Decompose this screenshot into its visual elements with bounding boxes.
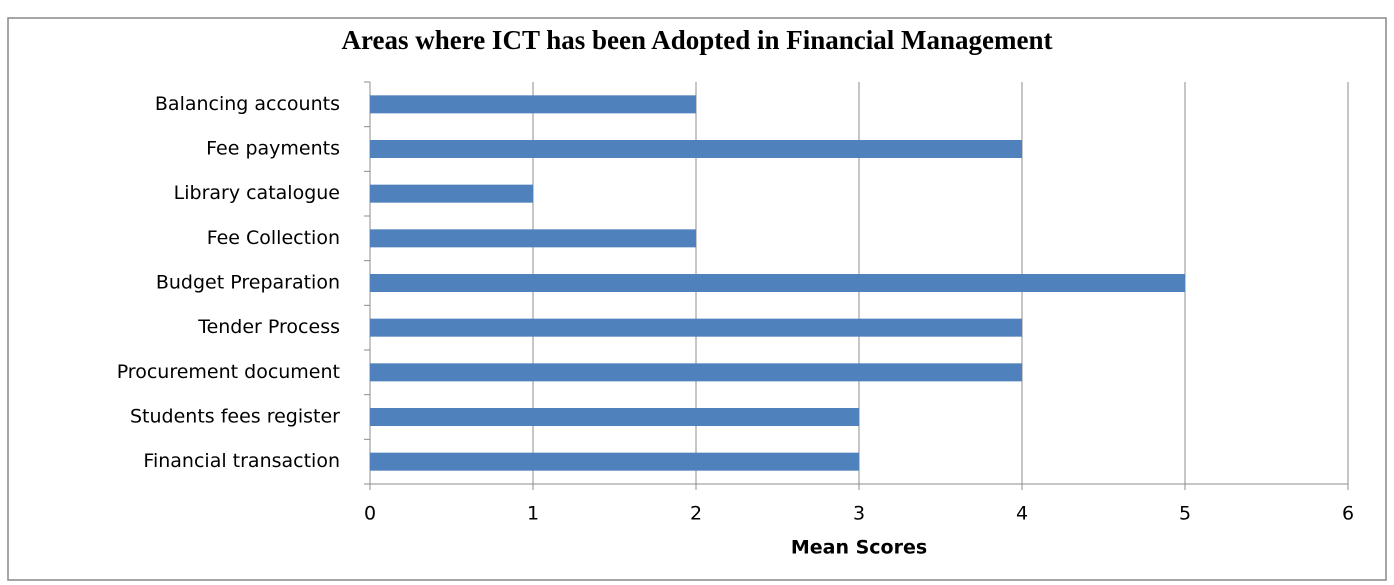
y-tick-label: Tender Process xyxy=(197,316,340,338)
bar xyxy=(370,95,696,114)
x-tick-label: 2 xyxy=(690,503,702,525)
x-tick-label: 4 xyxy=(1016,503,1028,525)
y-tick-label: Fee Collection xyxy=(207,227,340,249)
chart-border xyxy=(7,17,1387,581)
y-tick-label: Balancing accounts xyxy=(155,93,340,115)
bar xyxy=(370,318,1022,337)
y-tick-label: Library catalogue xyxy=(174,182,340,204)
y-tick-label: Budget Preparation xyxy=(156,272,340,294)
x-axis-label: Mean Scores xyxy=(791,537,927,559)
bar xyxy=(370,408,859,426)
bar xyxy=(370,363,1022,382)
y-tick-label: Students fees register xyxy=(130,406,340,428)
bar xyxy=(370,229,696,248)
x-tick-label: 3 xyxy=(853,503,865,525)
bar xyxy=(370,452,859,471)
y-tick-label: Fee payments xyxy=(206,138,340,160)
bar xyxy=(370,184,533,203)
x-tick-label: 1 xyxy=(527,503,539,525)
x-tick-label: 5 xyxy=(1179,503,1191,525)
bar xyxy=(370,274,1185,292)
x-tick-label: 6 xyxy=(1342,503,1354,525)
bar xyxy=(370,140,1022,158)
y-tick-label: Financial transaction xyxy=(143,450,340,472)
x-tick-label: 0 xyxy=(364,503,376,525)
chart-title: Areas where ICT has been Adopted in Fina… xyxy=(341,25,1052,55)
y-tick-label: Procurement document xyxy=(117,361,340,383)
